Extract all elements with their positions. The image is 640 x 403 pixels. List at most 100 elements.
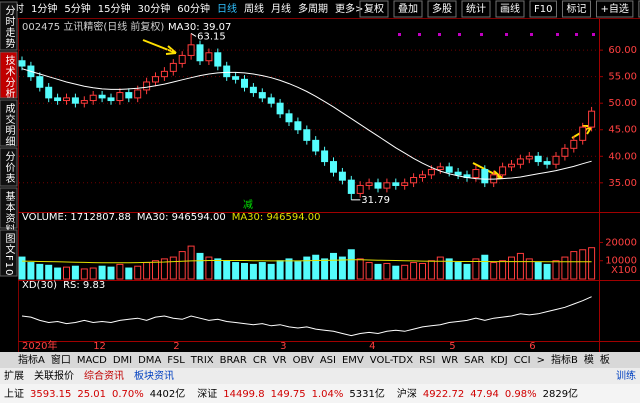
indicator-tab[interactable]: 模 [584, 354, 594, 366]
indicator-tab[interactable]: OBV [293, 355, 314, 366]
button-frame[interactable] [427, 0, 457, 18]
button-frame[interactable] [529, 0, 557, 18]
indicator-tab[interactable]: > [537, 355, 545, 366]
indicator-tab[interactable]: WR [441, 355, 458, 366]
indicator-tab[interactable]: CR [253, 355, 267, 366]
indicator-tab[interactable]: SAR [464, 355, 484, 366]
side-tab[interactable]: 成交明细 [3, 103, 15, 147]
side-tab[interactable]: 分价表 [3, 151, 15, 184]
volume-bar [267, 263, 275, 280]
indicator-tab[interactable]: FSL [167, 355, 185, 366]
status-right[interactable]: 训练 [616, 369, 636, 382]
indicator-tab[interactable]: 板 [600, 353, 610, 366]
candle-body [330, 161, 337, 173]
market-bar [0, 384, 640, 403]
toolbar-button[interactable]: 叠加 [398, 3, 418, 15]
period-tab[interactable]: 60分钟 [177, 2, 210, 15]
period-tab[interactable]: 5分钟 [64, 2, 90, 15]
button-frame[interactable] [638, 0, 640, 18]
indicator-tab[interactable]: RSI [419, 355, 435, 366]
indicator-tab[interactable]: MACD [77, 355, 107, 366]
period-tab[interactable]: 15分钟 [98, 2, 131, 15]
side-tab-bg[interactable] [0, 147, 18, 187]
candle-body [285, 113, 293, 123]
status-tab[interactable]: 扩展 [4, 369, 24, 382]
x-tick-label: 3 [280, 341, 286, 352]
status-tab[interactable]: 关联报价 [34, 369, 74, 382]
period-tab[interactable]: 1分钟 [31, 2, 57, 15]
indicator-tab[interactable]: 指标B [551, 353, 578, 366]
event-dots [398, 33, 595, 36]
indicator-tab[interactable]: 指标A [18, 353, 45, 366]
indicator-tab[interactable]: VR [273, 355, 287, 366]
volume-bar [472, 258, 480, 280]
button-frame[interactable] [393, 0, 423, 18]
candle-body [579, 126, 587, 141]
toolbar-button[interactable]: 多股 [432, 2, 452, 15]
side-tab[interactable]: 技术分析 [3, 54, 15, 99]
indicator-tab[interactable]: DMI [113, 355, 132, 366]
toolbar-button[interactable]: 画线 [500, 2, 520, 15]
indicator-tab[interactable]: 窗口 [51, 353, 71, 366]
button-frame[interactable] [461, 0, 491, 18]
period-tab[interactable]: 更多> [335, 2, 363, 15]
market-price: 4922.72 [423, 389, 464, 400]
toolbar-button[interactable]: 复权 [364, 2, 384, 15]
candle-body [276, 102, 284, 115]
toolbar-button[interactable]: +自选 [600, 2, 628, 15]
candle-body [187, 44, 195, 56]
volume-bar [579, 249, 587, 280]
indicator-tab[interactable]: KDJ [490, 355, 507, 366]
period-tab[interactable]: 月线 [271, 2, 291, 15]
button-frame[interactable] [595, 0, 634, 18]
volume-bar [525, 258, 533, 280]
candle-body [312, 139, 320, 152]
period-tab[interactable]: 30分钟 [137, 2, 170, 15]
period-tab[interactable]: 多周期 [298, 2, 328, 15]
indicator-tab[interactable]: EMV [342, 355, 364, 366]
indicator-tab[interactable]: VOL-TDX [370, 355, 413, 366]
candle-body [454, 171, 462, 176]
side-tab[interactable]: 图文F10 [3, 233, 15, 277]
indicator-tab[interactable]: DMA [138, 355, 161, 366]
period-tab[interactable]: 日线 [217, 2, 237, 15]
status-tab[interactable]: 板块资讯 [134, 369, 174, 382]
candle-body [196, 44, 204, 62]
candle-body [436, 166, 444, 171]
volume-bar [588, 247, 596, 280]
chart-title: 002475 立讯精密(日线 前复权) [22, 20, 164, 33]
side-tab-bg[interactable] [0, 1, 18, 51]
indicator-tab[interactable]: ASI [320, 355, 336, 366]
candle-body [45, 86, 53, 99]
x-tick-label: 2 [173, 341, 179, 352]
side-tab-bg[interactable] [0, 99, 18, 147]
status-tab[interactable]: 综合资讯 [84, 369, 124, 382]
candle-body [63, 97, 70, 102]
indicator-tab[interactable]: BRAR [220, 355, 247, 366]
indicator-tab[interactable]: TRIX [190, 355, 214, 366]
button-frame[interactable] [359, 0, 389, 18]
side-tab-bg[interactable] [0, 187, 18, 229]
side-tab[interactable]: 基本资料 [3, 190, 15, 235]
side-tab-bg[interactable] [0, 229, 18, 277]
market-name: 上证 [4, 388, 24, 400]
volume-bar [98, 265, 106, 280]
candle-body [258, 92, 266, 99]
button-frame[interactable] [561, 0, 591, 18]
toolbar-button[interactable]: 统计 [466, 2, 486, 15]
indicator-tab[interactable]: CCI [514, 355, 531, 366]
volume-bar [187, 245, 195, 280]
period-tab[interactable]: 周线 [244, 2, 264, 15]
volume-bar [54, 267, 62, 280]
volume-bar [508, 256, 515, 280]
volume-bar [543, 263, 551, 280]
candle-body [232, 76, 240, 80]
side-tab-bg[interactable] [0, 51, 18, 99]
volume-bar [196, 252, 204, 280]
side-tab[interactable]: 分时走势 [3, 5, 15, 49]
volume-bar [18, 256, 26, 280]
toolbar-button[interactable]: F10 [534, 4, 552, 15]
button-frame[interactable] [495, 0, 525, 18]
toolbar-button[interactable]: 标记 [566, 3, 586, 15]
